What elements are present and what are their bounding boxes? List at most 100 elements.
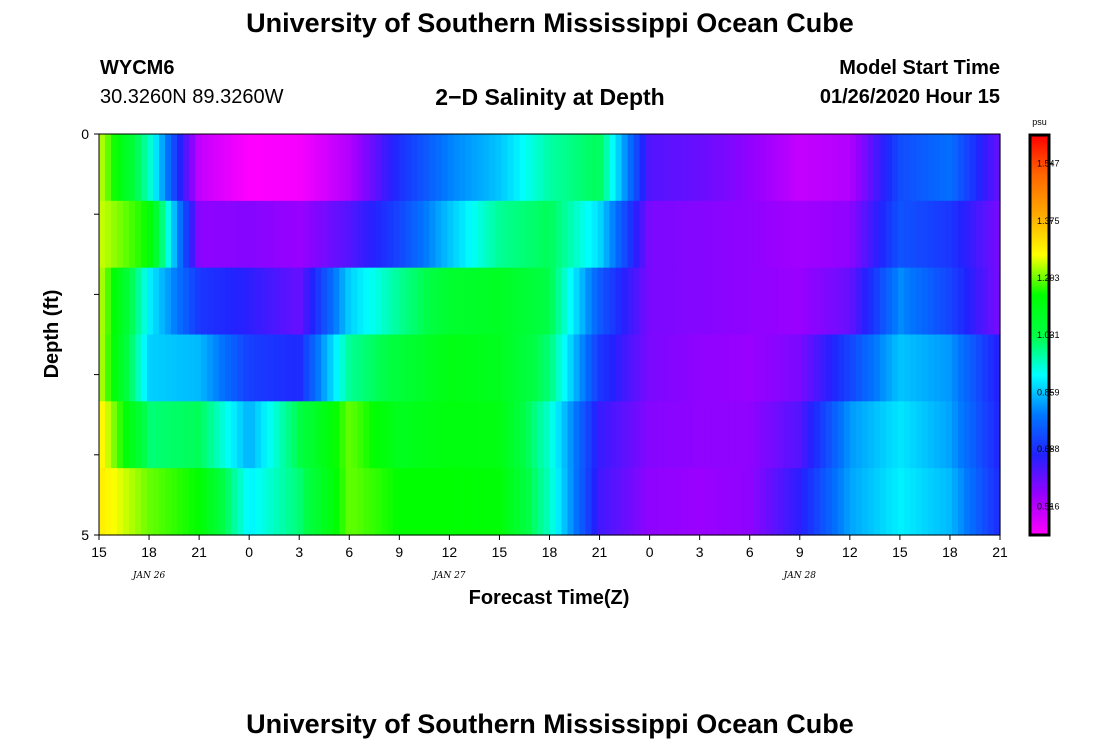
heatmap-cell (519, 468, 527, 536)
heatmap-cell (369, 334, 376, 402)
heatmap-cell (669, 200, 677, 269)
heatmap-cell (315, 200, 322, 269)
heatmap-cell (711, 401, 719, 469)
heatmap-cell (909, 267, 917, 336)
heatmap-cell (765, 468, 773, 536)
heatmap-cell (237, 267, 244, 336)
heatmap-cell (411, 134, 418, 202)
heatmap-cell (243, 401, 250, 469)
heatmap-cell (477, 267, 485, 336)
colorbar-label: 1.375 (1037, 216, 1060, 226)
heatmap-cell (567, 200, 575, 269)
heatmap-cell (573, 267, 581, 336)
heatmap-cell (195, 401, 202, 469)
heatmap-cell (321, 267, 328, 336)
heatmap-cell (675, 267, 683, 336)
heatmap-cell (777, 134, 785, 202)
heatmap-cell (795, 134, 803, 202)
heatmap-cell (951, 200, 959, 269)
heatmap-cell (393, 200, 400, 269)
heatmap-cell (345, 468, 352, 536)
heatmap-cell (891, 401, 899, 469)
heatmap-cell (291, 401, 298, 469)
heatmap-cell (717, 468, 725, 536)
heatmap-cell (591, 200, 599, 269)
heatmap-cell (495, 267, 503, 336)
heatmap-cell (123, 200, 130, 269)
heatmap-cell (177, 134, 184, 202)
heatmap-cell (423, 468, 430, 536)
heatmap-cell (903, 134, 911, 202)
heatmap-cell (471, 134, 479, 202)
heatmap-cell (771, 334, 779, 402)
heatmap-cell (921, 200, 929, 269)
heatmap-cell (597, 401, 605, 469)
heatmap-cell (387, 334, 394, 402)
heatmap-cell (375, 134, 382, 202)
heatmap-cell (477, 200, 485, 269)
heatmap-cell (147, 468, 154, 536)
heatmap-cell (651, 134, 659, 202)
heatmap-cell (261, 334, 268, 402)
heatmap-cell (375, 267, 382, 336)
heatmap-cell (291, 334, 298, 402)
heatmap-cell (219, 134, 226, 202)
heatmap-cell (99, 334, 106, 402)
heatmap-cell (297, 334, 304, 402)
heatmap-cell (897, 267, 905, 336)
heatmap-cell (291, 200, 298, 269)
heatmap-cell (321, 200, 328, 269)
heatmap-cell (909, 334, 917, 402)
heatmap-cell (843, 267, 851, 336)
heatmap-cell (861, 401, 869, 469)
heatmap-cell (135, 468, 142, 536)
heatmap-cell (933, 334, 941, 402)
heatmap-cell (537, 468, 545, 536)
colorbar: psu 1.547 1.375 1.203 1.031 0.859 0.688 0.516 (1028, 117, 1060, 537)
heatmap-cell (483, 334, 491, 402)
heatmap-cell (219, 468, 226, 536)
heatmap-cell (591, 267, 599, 336)
heatmap-cell (255, 468, 262, 536)
heatmap-cell (531, 468, 539, 536)
heatmap-cell (339, 468, 346, 536)
heatmap-cell (99, 267, 106, 336)
x-tick-label: 9 (796, 544, 804, 560)
heatmap-cell (465, 468, 473, 536)
heatmap-cell (549, 134, 557, 202)
heatmap-cell (579, 134, 587, 202)
heatmap-cell (519, 267, 527, 336)
heatmap-cell (579, 200, 587, 269)
heatmap-cell (153, 200, 160, 269)
heatmap-cell (783, 401, 791, 469)
heatmap-cell (303, 468, 310, 536)
heatmap-cell (303, 200, 310, 269)
heatmap-cell (273, 468, 280, 536)
heatmap-cell (249, 468, 256, 536)
heatmap-cell (555, 401, 563, 469)
heatmap-cell (405, 334, 412, 402)
heatmap-cell (171, 401, 178, 469)
x-tick-label: 0 (646, 544, 654, 560)
heatmap-cell (777, 267, 785, 336)
heatmap-cell (981, 134, 989, 202)
heatmap-cell (399, 267, 406, 336)
heatmap-cell (813, 401, 821, 469)
heatmap-cell (501, 401, 509, 469)
heatmap-cell (471, 200, 479, 269)
heatmap-cell (549, 401, 557, 469)
heatmap-cell (207, 334, 214, 402)
heatmap-cell (735, 134, 743, 202)
heatmap-cell (693, 200, 701, 269)
heatmap-cell (345, 267, 352, 336)
heatmap-cell (99, 401, 106, 469)
heatmap-cell (621, 334, 629, 402)
heatmap-cell (237, 200, 244, 269)
heatmap-cell (117, 134, 124, 202)
heatmap-cell (453, 334, 460, 402)
heatmap-cell (399, 200, 406, 269)
heatmap-cell (129, 267, 136, 336)
heatmap-cell (843, 401, 851, 469)
heatmap-cell (795, 200, 803, 269)
heatmap-cell (147, 134, 154, 202)
